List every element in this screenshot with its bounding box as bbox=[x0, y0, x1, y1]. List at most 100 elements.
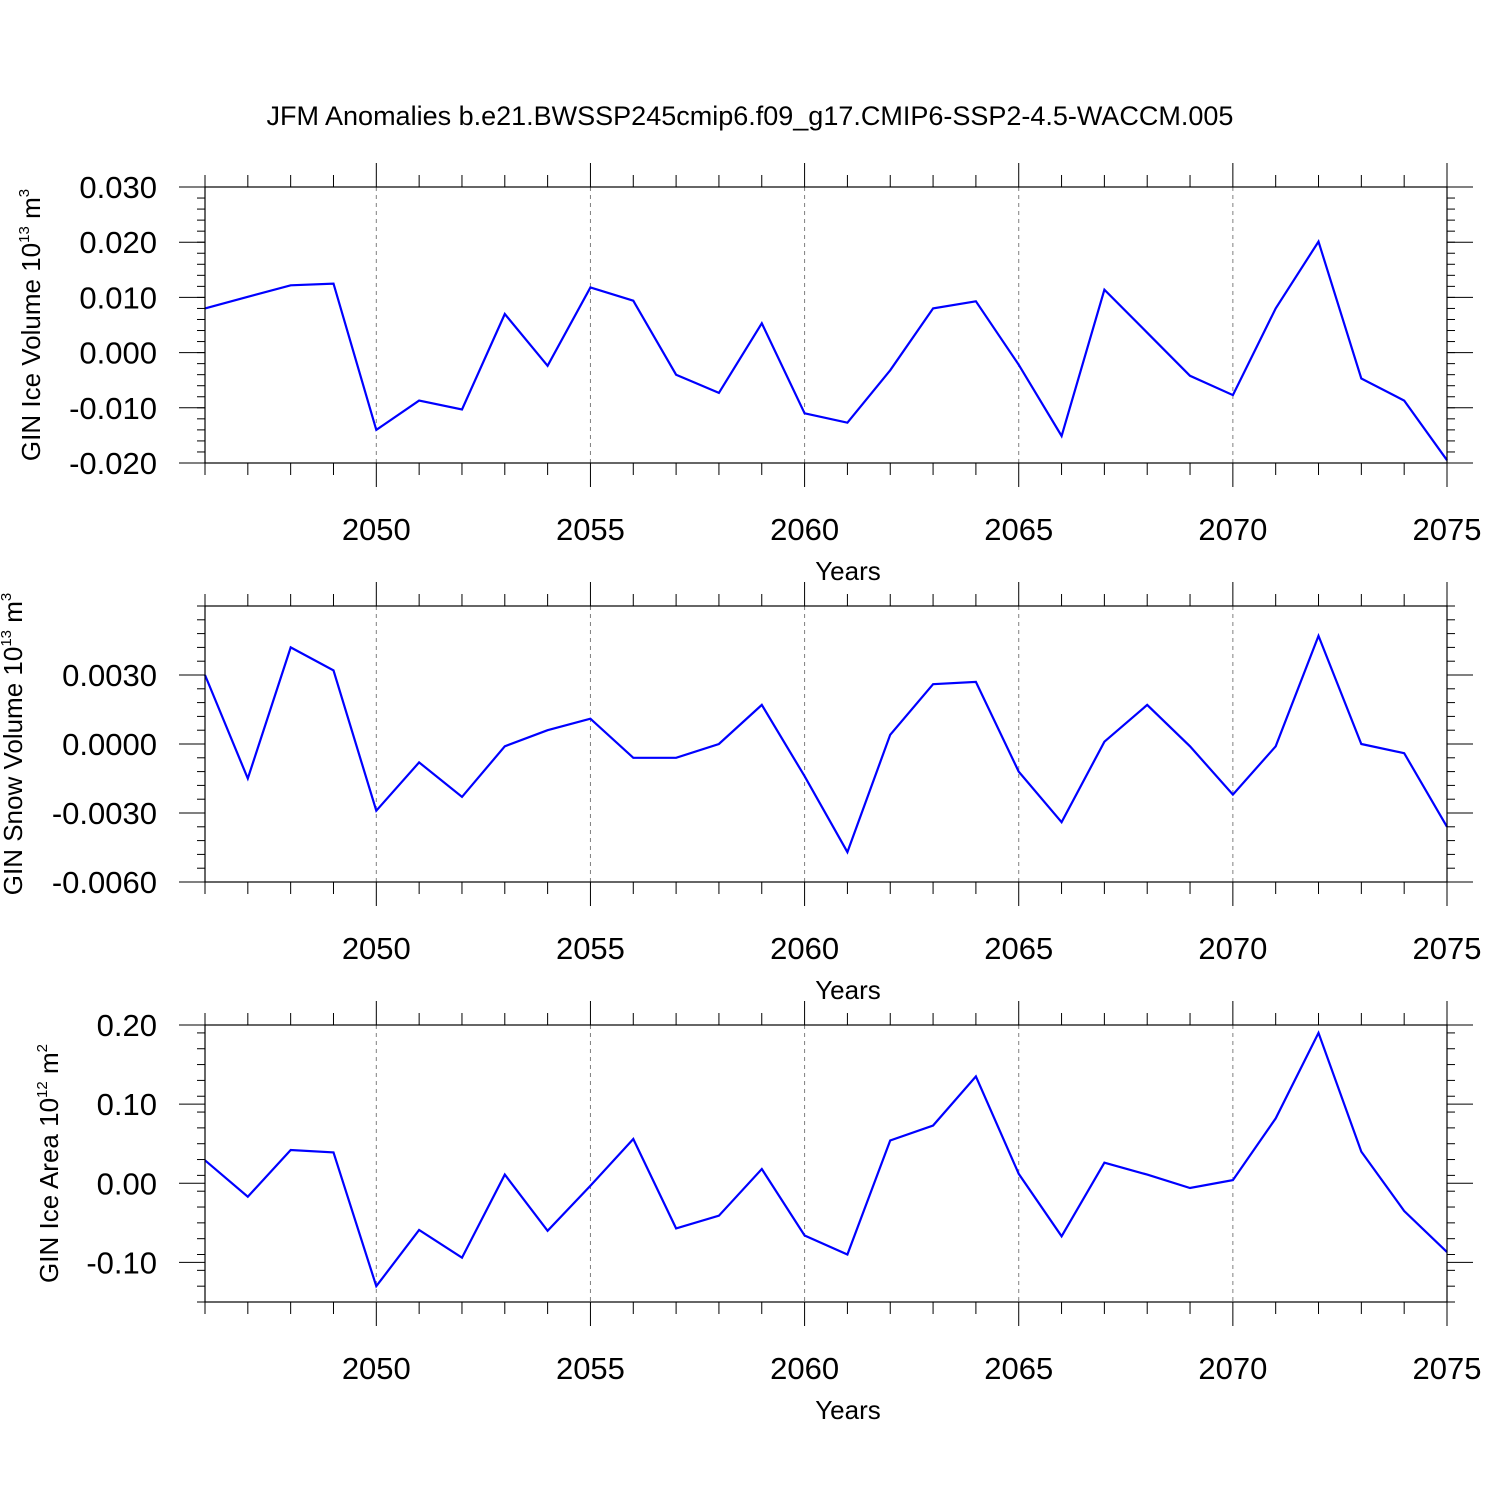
y-tick-label: 0.0030 bbox=[62, 658, 157, 693]
data-point bbox=[718, 1215, 720, 1217]
data-point bbox=[761, 1168, 763, 1170]
data-point bbox=[1103, 289, 1105, 291]
data-point bbox=[332, 283, 334, 285]
y-axis-label-superscript: 13 bbox=[0, 630, 15, 647]
x-tick-label: 2070 bbox=[1198, 931, 1267, 966]
data-point bbox=[1189, 1187, 1191, 1189]
data-point bbox=[932, 1125, 934, 1127]
y-tick-label: 0.0000 bbox=[62, 727, 157, 762]
data-point bbox=[804, 775, 806, 777]
data-point bbox=[290, 284, 292, 286]
x-tick-label: 2065 bbox=[984, 512, 1053, 547]
data-point bbox=[1318, 1032, 1320, 1034]
data-point bbox=[1146, 704, 1148, 706]
data-point bbox=[1275, 1117, 1277, 1119]
data-point bbox=[504, 745, 506, 747]
x-tick-label: 2050 bbox=[342, 512, 411, 547]
y-axis-label-text: m bbox=[34, 1052, 64, 1081]
data-point bbox=[632, 300, 634, 302]
y-axis-label-text: GIN Ice Volume 10 bbox=[16, 243, 46, 461]
x-tick-label: 2055 bbox=[556, 1351, 625, 1386]
data-point bbox=[1061, 1235, 1063, 1237]
data-point bbox=[418, 400, 420, 402]
data-point bbox=[504, 1174, 506, 1176]
data-point bbox=[718, 392, 720, 394]
data-series-line bbox=[203, 632, 1448, 855]
data-point bbox=[547, 365, 549, 367]
data-point bbox=[932, 307, 934, 309]
data-point bbox=[675, 374, 677, 376]
x-tick-label: 2065 bbox=[984, 931, 1053, 966]
x-tick-label: 2075 bbox=[1413, 512, 1482, 547]
data-point bbox=[1232, 394, 1234, 396]
data-point bbox=[1275, 745, 1277, 747]
data-point bbox=[589, 1185, 591, 1187]
data-point bbox=[846, 851, 848, 853]
data-point bbox=[375, 429, 377, 431]
y-tick-label: -0.0060 bbox=[52, 865, 157, 900]
data-point bbox=[547, 1230, 549, 1232]
y-axis-label-text: GIN Snow Volume 10 bbox=[0, 647, 28, 896]
data-point bbox=[589, 286, 591, 288]
y-axis-label: GIN Snow Volume 1013 m3 bbox=[0, 593, 28, 896]
data-point bbox=[290, 1149, 292, 1151]
data-point bbox=[718, 743, 720, 745]
data-point bbox=[1146, 332, 1148, 334]
x-tick-label: 2050 bbox=[342, 1351, 411, 1386]
data-point bbox=[461, 408, 463, 410]
y-tick-label: 0.020 bbox=[79, 225, 157, 260]
data-point bbox=[632, 1138, 634, 1140]
data-point bbox=[889, 369, 891, 371]
y-tick-label: 0.20 bbox=[97, 1008, 157, 1043]
data-point bbox=[675, 1227, 677, 1229]
data-point bbox=[1403, 1210, 1405, 1212]
y-axis-label: GIN Ice Volume 1013 m3 bbox=[16, 189, 46, 461]
data-point bbox=[247, 296, 249, 298]
data-point bbox=[975, 1075, 977, 1077]
data-point bbox=[1360, 1151, 1362, 1153]
data-point bbox=[375, 1285, 377, 1287]
chart-title: JFM Anomalies b.e21.BWSSP245cmip6.f09_g1… bbox=[267, 101, 1234, 131]
data-point bbox=[975, 300, 977, 302]
data-point bbox=[290, 646, 292, 648]
data-point bbox=[1146, 1174, 1148, 1176]
x-tick-label: 2060 bbox=[770, 931, 839, 966]
data-point bbox=[461, 796, 463, 798]
plot-frame bbox=[204, 605, 1448, 883]
data-point bbox=[632, 757, 634, 759]
x-tick-label: 2070 bbox=[1198, 512, 1267, 547]
data-point bbox=[1061, 821, 1063, 823]
y-tick-label: 0.000 bbox=[79, 336, 157, 371]
data-point bbox=[1103, 741, 1105, 743]
data-point bbox=[761, 322, 763, 324]
data-point bbox=[846, 1254, 848, 1256]
data-point bbox=[1103, 1162, 1105, 1164]
data-point bbox=[761, 704, 763, 706]
y-axis-label-superscript: 3 bbox=[16, 189, 33, 197]
x-axis-label: Years bbox=[815, 1395, 881, 1425]
plot-frame bbox=[204, 186, 1448, 464]
x-tick-label: 2070 bbox=[1198, 1351, 1267, 1386]
panel-1: -0.020 -0.010 0.000 0.010 0.020 0.030 2050 2055… bbox=[16, 163, 1481, 586]
y-tick-label: -0.010 bbox=[69, 391, 157, 426]
y-tick-label: 0.00 bbox=[97, 1166, 157, 1201]
data-point bbox=[1403, 752, 1405, 754]
data-point bbox=[1232, 794, 1234, 796]
data-point bbox=[418, 761, 420, 763]
data-point bbox=[1232, 1179, 1234, 1181]
data-point bbox=[247, 1196, 249, 1198]
y-axis-label-text: m bbox=[16, 197, 46, 226]
data-point bbox=[846, 422, 848, 424]
data-point bbox=[418, 1229, 420, 1231]
y-axis-label-superscript: 13 bbox=[16, 226, 33, 243]
panel-2: -0.0060 -0.0030 0.0000 0.0030 2050 2055 2060 20… bbox=[0, 582, 1481, 1005]
x-tick-label: 2060 bbox=[770, 512, 839, 547]
data-point bbox=[504, 313, 506, 315]
y-tick-label: 0.030 bbox=[79, 170, 157, 205]
data-point bbox=[1018, 364, 1020, 366]
data-point bbox=[975, 681, 977, 683]
y-tick-label: 0.10 bbox=[97, 1087, 157, 1122]
data-point bbox=[461, 1257, 463, 1259]
data-point bbox=[1403, 400, 1405, 402]
